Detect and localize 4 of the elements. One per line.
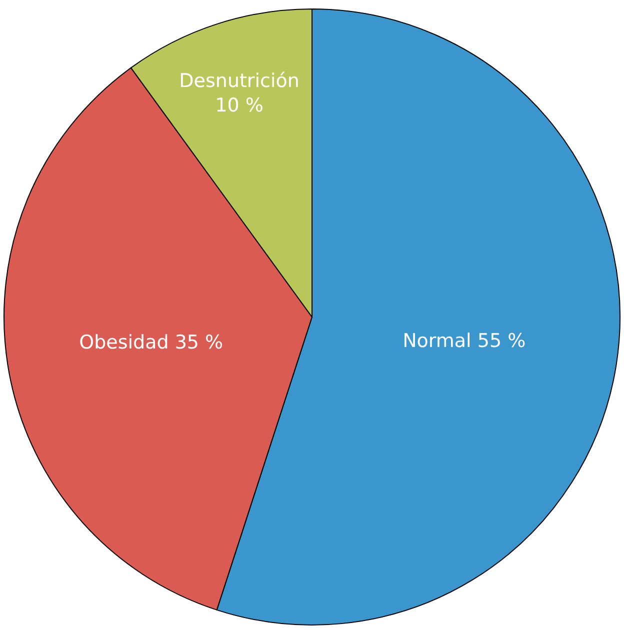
slice-label: Desnutrición: [179, 70, 300, 92]
data-label: 10 %: [215, 94, 264, 117]
slice-label: Obesidad 35 %: [79, 331, 224, 354]
slice-label: Normal 55 %: [402, 330, 526, 352]
